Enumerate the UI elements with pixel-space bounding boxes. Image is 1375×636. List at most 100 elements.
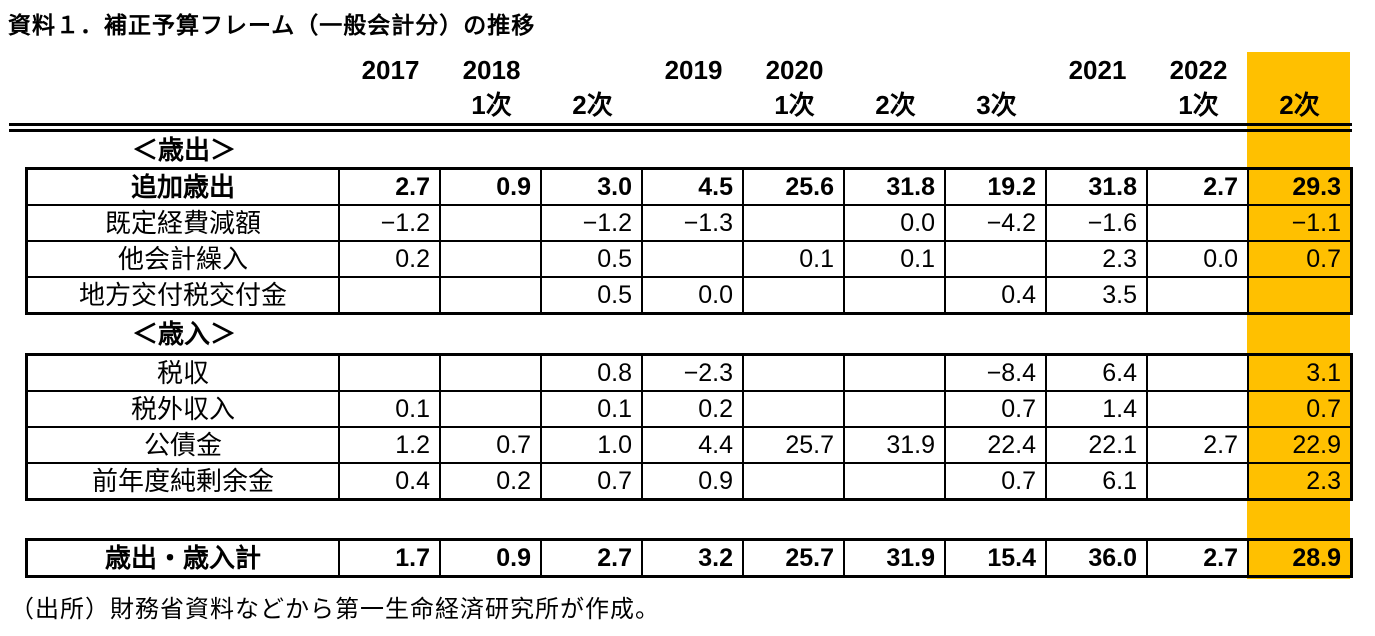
value-cell: 0.5 xyxy=(542,242,643,276)
round-header-cell xyxy=(340,88,441,123)
value-cell: 0.7 xyxy=(441,428,542,462)
section-label-expenditure: ＜歳出＞ xyxy=(131,135,236,165)
value-cell: 25.7 xyxy=(744,541,845,575)
row-label: 前年度純剰余金 xyxy=(28,464,340,498)
round-header-cell xyxy=(1047,88,1148,123)
value-cell: 31.8 xyxy=(845,170,946,204)
value-cell: 0.0 xyxy=(643,278,744,312)
value-cell xyxy=(340,278,441,312)
value-cell xyxy=(1148,356,1249,390)
section-label-revenue: ＜歳入＞ xyxy=(131,319,236,349)
value-cell xyxy=(845,392,946,426)
value-cell xyxy=(441,206,542,240)
year-header-cell: 2017 xyxy=(361,55,420,85)
value-cell xyxy=(744,278,845,312)
value-cell xyxy=(1148,464,1249,498)
year-header-cell: 2021 xyxy=(1068,55,1127,85)
value-cell: −1.6 xyxy=(1047,206,1148,240)
value-cell xyxy=(340,356,441,390)
value-cell-highlighted xyxy=(1249,278,1350,312)
value-cell: 22.1 xyxy=(1047,428,1148,462)
year-header-cell xyxy=(1249,53,1350,88)
value-cell: 1.2 xyxy=(340,428,441,462)
value-cell xyxy=(845,464,946,498)
value-cell: 19.2 xyxy=(946,170,1047,204)
year-header-cell xyxy=(542,53,643,88)
year-header-cell: 2020 xyxy=(765,55,824,85)
value-cell: 0.8 xyxy=(542,356,643,390)
table-row: 前年度純剰余金 0.4 0.2 0.7 0.9 0.7 6.1 2.3 xyxy=(28,462,1350,498)
value-cell: 31.8 xyxy=(1047,170,1148,204)
year-header-row: 2017 2018 2019 2020 2021 2022 xyxy=(28,53,1350,88)
year-header-cell: 2019 xyxy=(664,55,723,85)
value-cell: −1.2 xyxy=(340,206,441,240)
value-cell: 0.2 xyxy=(340,242,441,276)
value-cell xyxy=(744,464,845,498)
corner-blank xyxy=(28,88,340,123)
value-cell: −2.3 xyxy=(643,356,744,390)
header-double-rule xyxy=(9,123,1352,132)
row-label: 公債金 xyxy=(28,428,340,462)
value-cell-highlighted: 28.9 xyxy=(1292,544,1341,572)
value-cell: 15.4 xyxy=(946,541,1047,575)
value-cell: 0.7 xyxy=(946,464,1047,498)
value-cell xyxy=(643,242,744,276)
value-cell: −8.4 xyxy=(946,356,1047,390)
value-cell-highlighted: 22.9 xyxy=(1292,431,1341,459)
value-cell: 22.4 xyxy=(946,428,1047,462)
value-cell: 0.2 xyxy=(643,392,744,426)
value-cell xyxy=(1148,278,1249,312)
value-cell: −4.2 xyxy=(946,206,1047,240)
value-cell xyxy=(744,392,845,426)
table-row: 地方交付税交付金 0.5 0.0 0.4 3.5 xyxy=(28,276,1350,312)
value-cell-highlighted: 29.3 xyxy=(1292,173,1341,201)
row-label: 税収 xyxy=(28,356,340,390)
total-table: 歳出・歳入計 1.7 0.9 2.7 3.2 25.7 31.9 15.4 36… xyxy=(25,538,1353,578)
row-label: 税外収入 xyxy=(28,392,340,426)
value-cell: 0.9 xyxy=(441,541,542,575)
year-header-cell: 2022 xyxy=(1169,55,1228,85)
value-cell: 3.2 xyxy=(643,541,744,575)
highlight-column-band xyxy=(1247,52,1350,579)
expenditure-table: 追加歳出 2.7 0.9 3.0 4.5 25.6 31.8 19.2 31.8… xyxy=(25,167,1353,315)
row-label: 地方交付税交付金 xyxy=(28,278,340,312)
round-header-cell: 1次 xyxy=(1178,90,1219,120)
value-cell-highlighted: −1.1 xyxy=(1291,209,1341,237)
corner-blank xyxy=(28,53,340,88)
round-header-cell: 2次 xyxy=(572,90,613,120)
value-cell: 1.7 xyxy=(340,541,441,575)
value-cell: −1.2 xyxy=(542,206,643,240)
value-cell: 0.4 xyxy=(340,464,441,498)
value-cell: 2.7 xyxy=(340,170,441,204)
round-header-cell: 1次 xyxy=(471,90,512,120)
value-cell xyxy=(845,278,946,312)
value-cell xyxy=(845,356,946,390)
value-cell: 4.5 xyxy=(643,170,744,204)
source-note: （出所）財務省資料などから第一生命経済研究所が作成。 xyxy=(10,597,660,623)
row-label: 歳出・歳入計 xyxy=(28,541,340,575)
value-cell-highlighted: 0.7 xyxy=(1306,395,1341,423)
round-header-row: 1次 2次 1次 2次 3次 1次 2次 xyxy=(28,88,1350,123)
value-cell: 0.1 xyxy=(542,392,643,426)
value-cell: 2.7 xyxy=(1148,541,1249,575)
round-header-cell: 2次 xyxy=(1279,90,1320,120)
value-cell: 25.7 xyxy=(744,428,845,462)
value-cell: 2.3 xyxy=(1047,242,1148,276)
value-cell xyxy=(744,356,845,390)
value-cell: 4.4 xyxy=(643,428,744,462)
table-row: 税収 0.8 −2.3 −8.4 6.4 3.1 xyxy=(28,356,1350,390)
value-cell-highlighted: 0.7 xyxy=(1306,245,1341,273)
value-cell: 0.2 xyxy=(441,464,542,498)
page-title: 資料１．補正予算フレーム（一般会計分）の推移 xyxy=(8,12,536,38)
round-header-cell: 2次 xyxy=(875,90,916,120)
value-cell: 6.4 xyxy=(1047,356,1148,390)
value-cell: 0.4 xyxy=(946,278,1047,312)
row-label: 他会計繰入 xyxy=(28,242,340,276)
year-header-cell xyxy=(946,53,1047,88)
value-cell: 0.1 xyxy=(744,242,845,276)
value-cell: 31.9 xyxy=(845,428,946,462)
value-cell xyxy=(946,242,1047,276)
row-label: 追加歳出 xyxy=(28,170,340,204)
value-cell xyxy=(1148,206,1249,240)
